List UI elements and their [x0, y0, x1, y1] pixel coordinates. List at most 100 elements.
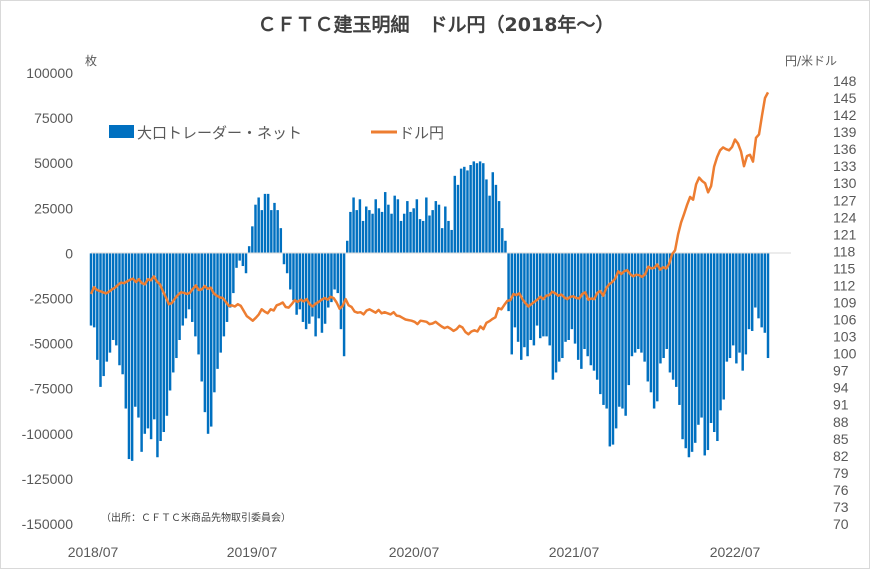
net-position-bar	[137, 253, 140, 418]
net-position-bar	[757, 253, 760, 319]
right-tick-label: 130	[833, 175, 857, 191]
net-position-bar	[333, 253, 336, 290]
right-tick-label: 82	[833, 448, 849, 464]
net-position-bar	[254, 204, 257, 254]
net-position-bar	[510, 253, 513, 355]
net-position-bar	[450, 229, 453, 254]
net-position-bar	[349, 211, 352, 254]
net-position-bar	[314, 253, 317, 337]
net-position-bar	[649, 253, 653, 393]
net-position-bar	[697, 253, 700, 425]
net-position-bar	[466, 170, 469, 254]
legend-swatch-bars	[109, 125, 134, 138]
net-position-bar	[238, 253, 241, 261]
net-position-bar	[507, 253, 510, 312]
net-position-bar	[130, 253, 134, 461]
usdjpy-line	[89, 91, 770, 336]
net-position-bar	[105, 253, 109, 362]
right-tick-label: 94	[833, 380, 849, 396]
net-position-bar	[156, 253, 159, 458]
net-position-bar	[621, 253, 624, 409]
net-position-bar	[690, 253, 694, 452]
right-tick-label: 79	[833, 465, 849, 481]
net-position-bar	[662, 253, 665, 359]
net-position-bar	[295, 253, 298, 315]
net-position-bar	[383, 192, 387, 254]
net-position-bar	[146, 253, 150, 429]
net-position-bar	[561, 253, 564, 359]
net-position-bar	[643, 253, 646, 362]
right-tick-label: 88	[833, 414, 849, 430]
x-tick-label: 2018/07	[68, 544, 119, 560]
net-position-bar	[744, 253, 748, 355]
net-position-bar	[263, 193, 267, 254]
left-tick-label: 50000	[34, 155, 73, 171]
net-position-bar	[285, 253, 289, 274]
net-position-bar	[760, 253, 763, 328]
net-position-bar	[687, 253, 691, 458]
net-position-bar	[121, 253, 124, 375]
x-tick-label: 2022/07	[710, 544, 761, 560]
net-position-bar	[554, 253, 558, 373]
legend: 大口トレーダー・ネット ドル円	[109, 124, 444, 142]
right-tick-label: 142	[833, 107, 857, 123]
net-position-bar	[317, 253, 321, 319]
net-position-bar	[624, 253, 627, 416]
net-position-bar	[418, 219, 422, 254]
net-position-bar	[175, 253, 178, 359]
net-position-bar	[731, 253, 735, 346]
net-position-bar	[747, 253, 751, 330]
net-position-bar	[475, 163, 479, 254]
net-position-bar	[282, 253, 286, 265]
net-position-bar	[216, 253, 219, 369]
net-position-bar	[694, 253, 697, 443]
net-position-bar	[478, 161, 482, 254]
net-position-bar	[228, 253, 232, 308]
right-tick-label: 109	[833, 295, 857, 311]
x-tick-label: 2019/07	[227, 544, 278, 560]
net-position-bar	[684, 253, 687, 449]
net-position-bars	[89, 161, 770, 461]
left-tick-label: 75000	[34, 110, 73, 126]
net-position-bar	[637, 253, 640, 350]
net-position-bar	[469, 165, 472, 254]
net-position-bar	[722, 253, 725, 400]
net-position-bar	[459, 168, 463, 254]
left-tick-label: 0	[65, 245, 73, 261]
net-position-bar	[247, 246, 251, 254]
net-position-bar	[273, 202, 276, 254]
net-position-bar	[298, 253, 302, 310]
net-position-bar	[706, 253, 710, 451]
net-position-bar	[668, 253, 672, 373]
net-position-bar	[374, 199, 377, 254]
net-position-bar	[659, 253, 662, 364]
net-position-bar	[194, 253, 197, 337]
right-tick-label: 76	[833, 482, 849, 498]
right-tick-label: 139	[833, 124, 857, 140]
net-position-bar	[614, 253, 618, 429]
x-tick-label: 2021/07	[549, 544, 600, 560]
net-position-bar	[583, 253, 586, 350]
net-position-bar	[516, 253, 520, 342]
right-tick-label: 145	[833, 90, 857, 106]
net-position-bar	[89, 253, 93, 326]
net-position-bar	[197, 253, 200, 355]
net-position-bar	[279, 228, 283, 254]
net-position-bar	[750, 253, 754, 331]
net-position-bar	[611, 253, 615, 445]
net-position-bar	[108, 253, 112, 353]
net-position-bar	[172, 253, 175, 373]
net-position-bar	[548, 253, 551, 346]
net-position-bar	[134, 253, 137, 407]
net-position-bar	[444, 206, 447, 254]
net-position-bar	[308, 253, 311, 324]
net-position-bar	[431, 210, 434, 254]
net-position-bar	[92, 253, 96, 328]
net-position-bar	[168, 253, 172, 391]
net-position-bar	[542, 253, 545, 337]
net-position-bar	[399, 220, 403, 254]
net-position-bar	[115, 253, 118, 346]
right-tick-label: 136	[833, 141, 857, 157]
net-position-bar	[586, 253, 589, 357]
net-position-bar	[361, 220, 365, 254]
